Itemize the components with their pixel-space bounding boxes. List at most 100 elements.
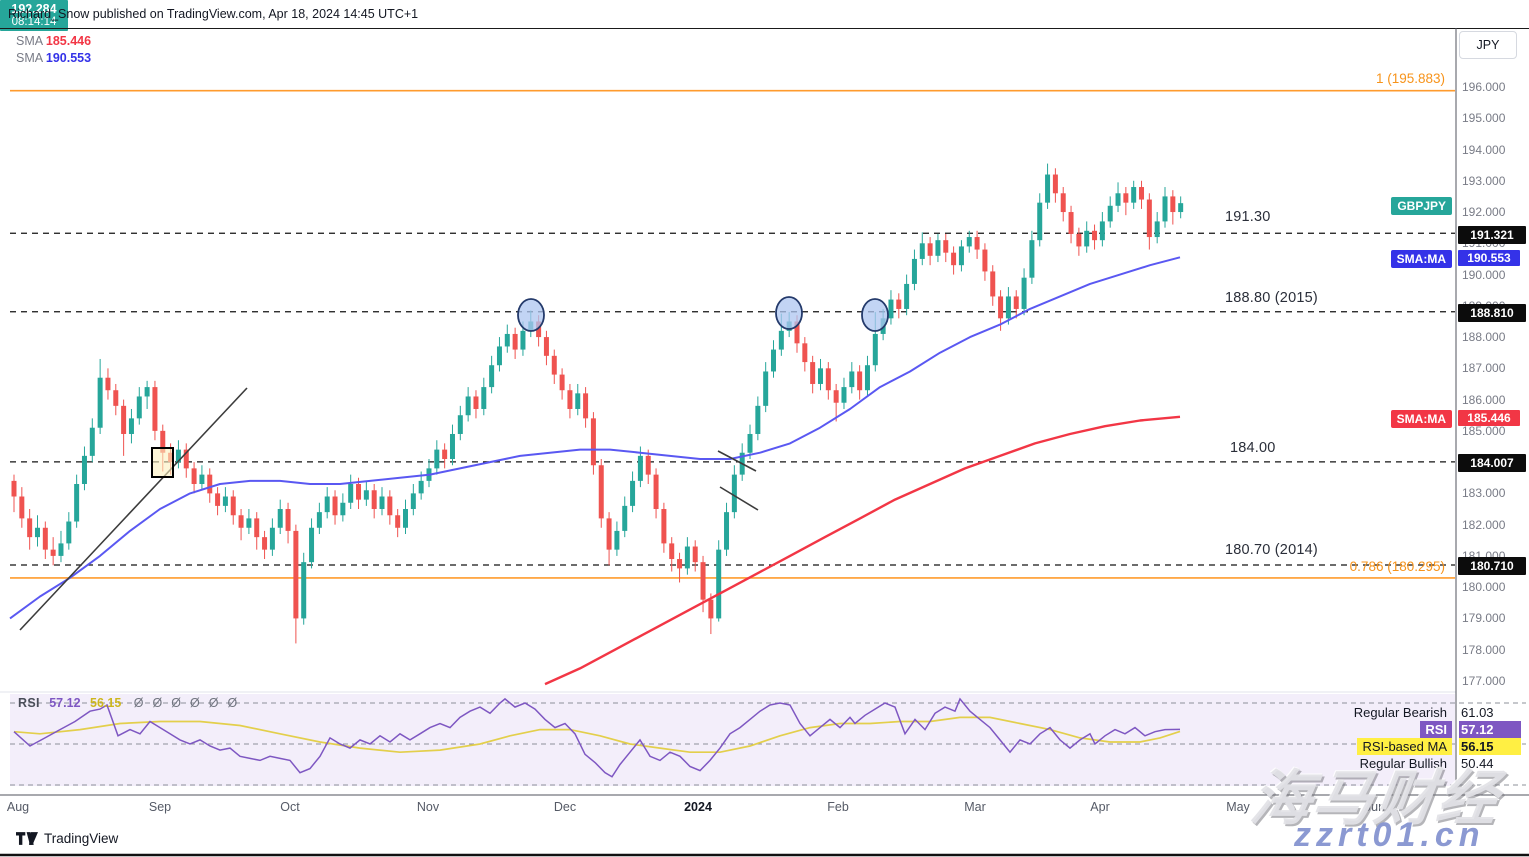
highlight-circle[interactable] bbox=[517, 298, 545, 332]
rsi-ma-line[interactable] bbox=[13, 716, 1181, 754]
candle-body bbox=[207, 474, 213, 494]
candle-body bbox=[630, 480, 636, 506]
sma-fast-price-badge: 185.446 bbox=[1458, 410, 1520, 426]
candle-body bbox=[379, 496, 385, 510]
candle-body bbox=[152, 387, 158, 431]
legend-sma-slow-value: 190.553 bbox=[45, 51, 92, 65]
candle-body bbox=[113, 390, 119, 406]
sma-slow-tag: SMA:MA bbox=[1390, 250, 1452, 268]
trendline[interactable] bbox=[719, 486, 759, 511]
candle-body bbox=[990, 271, 996, 297]
candle-body bbox=[262, 537, 268, 550]
candle-body bbox=[160, 430, 166, 453]
candle-body bbox=[27, 518, 33, 538]
highlight-circle[interactable] bbox=[861, 298, 889, 332]
rsi-row-value-rsi: 57.12 bbox=[1459, 721, 1521, 738]
candle-body bbox=[1084, 230, 1090, 247]
candle-body bbox=[387, 496, 393, 516]
candle-body bbox=[309, 527, 315, 563]
rsi-row-value-bullish: 50.44 bbox=[1461, 756, 1494, 771]
candle-body bbox=[567, 390, 573, 409]
sma-slow-line[interactable] bbox=[9, 256, 1181, 620]
candle-body bbox=[246, 518, 252, 528]
candle-body bbox=[841, 387, 847, 403]
candle-body bbox=[661, 509, 667, 544]
bar-countdown: 08:14:14 bbox=[11, 16, 57, 28]
level-label-19130: 191.30 bbox=[1225, 209, 1271, 225]
candle-body bbox=[403, 509, 408, 528]
candle-body bbox=[489, 365, 495, 388]
candle-body bbox=[465, 396, 471, 416]
candle-body bbox=[958, 246, 964, 266]
candle-body bbox=[536, 321, 542, 338]
candle-body bbox=[89, 427, 95, 456]
candle-body bbox=[324, 496, 330, 513]
candle-body bbox=[849, 371, 855, 388]
candle-body bbox=[810, 362, 816, 384]
candle-body bbox=[356, 484, 362, 500]
rsi-row-label-rsi: RSI bbox=[1420, 721, 1452, 738]
level-price-badge-191321: 191.321 bbox=[1458, 226, 1526, 244]
candle-body bbox=[575, 393, 581, 409]
level-price-badge-184007: 184.007 bbox=[1458, 454, 1526, 472]
legend-sma-fast: SMA 185.446 bbox=[16, 34, 91, 48]
candle-body bbox=[175, 449, 181, 463]
candle-body bbox=[817, 368, 823, 384]
candle-body bbox=[285, 509, 291, 531]
candle-body bbox=[144, 387, 150, 397]
currency-toggle-button[interactable]: JPY bbox=[1459, 31, 1517, 59]
empty-value-icon: Ø bbox=[171, 696, 181, 710]
highlight-box[interactable] bbox=[151, 447, 174, 478]
candle-body bbox=[496, 346, 502, 366]
candle-body bbox=[348, 484, 354, 503]
candle-body bbox=[896, 299, 902, 309]
candle-body bbox=[1068, 212, 1074, 234]
candle-body bbox=[136, 396, 142, 419]
candle-body bbox=[747, 433, 753, 453]
candle-body bbox=[504, 333, 510, 347]
candle-body bbox=[755, 405, 761, 434]
candle-body bbox=[763, 371, 769, 406]
candle-body bbox=[1076, 233, 1082, 247]
candle-body bbox=[238, 515, 244, 528]
candle-body bbox=[951, 252, 957, 266]
candle-body bbox=[1170, 196, 1176, 213]
candle-body bbox=[637, 455, 643, 481]
rsi-legend-title: RSI bbox=[18, 696, 40, 710]
candle-body bbox=[708, 599, 714, 619]
level-price-badge-188810: 188.810 bbox=[1458, 304, 1526, 322]
candle-body bbox=[121, 405, 127, 434]
sma-fast-line[interactable] bbox=[544, 415, 1181, 686]
tradingview-logo[interactable]: TradingView bbox=[16, 831, 118, 846]
candle-body bbox=[645, 455, 651, 475]
candle-body bbox=[794, 321, 800, 344]
candle-body bbox=[700, 562, 706, 600]
sma-fast-tag: SMA:MA bbox=[1390, 410, 1452, 428]
candle-body bbox=[395, 515, 401, 528]
trendline[interactable] bbox=[717, 450, 757, 472]
sma-slow-price-badge: 190.553 bbox=[1458, 250, 1520, 266]
candle-body bbox=[449, 433, 455, 459]
candle-body bbox=[269, 527, 275, 550]
candle-body bbox=[1162, 196, 1168, 222]
candle-body bbox=[81, 455, 87, 485]
candle-body bbox=[731, 474, 737, 513]
candle-body bbox=[833, 390, 839, 403]
rsi-line[interactable] bbox=[13, 697, 1181, 778]
candle-body bbox=[778, 330, 784, 350]
candle-body bbox=[1045, 174, 1051, 203]
candle-body bbox=[1037, 202, 1043, 241]
candle-body bbox=[191, 468, 197, 485]
last-price-value: 192.284 bbox=[11, 2, 57, 16]
trendline[interactable] bbox=[19, 387, 248, 631]
candle-body bbox=[771, 349, 777, 372]
candle-body bbox=[434, 449, 440, 469]
rsi-row-label-bullish: Regular Bullish bbox=[1359, 756, 1447, 771]
highlight-circle[interactable] bbox=[775, 296, 803, 330]
candle-body bbox=[1099, 221, 1105, 241]
candle-body bbox=[998, 296, 1004, 319]
legend-sma-slow: SMA 190.553 bbox=[16, 51, 91, 65]
candle-body bbox=[692, 546, 698, 563]
